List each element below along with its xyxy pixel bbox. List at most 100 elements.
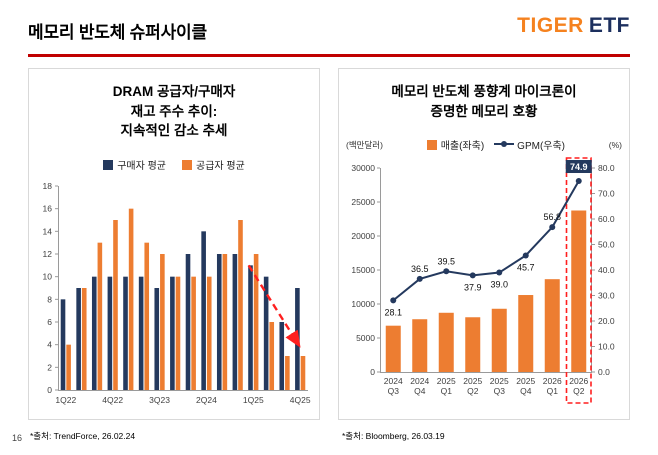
chart-text: Q3	[388, 386, 400, 396]
buyer-bar	[154, 287, 160, 390]
decline-arrow-icon	[247, 264, 301, 348]
supplier-bar	[66, 344, 71, 390]
buyer-bar	[201, 231, 206, 390]
supplier-bar	[206, 276, 212, 390]
buyer-bar	[123, 276, 128, 390]
chart-text: 18	[43, 181, 53, 191]
dram-panel-title: DRAM 공급자/구매자 재고 주수 추이: 지속적인 감소 추세	[113, 82, 236, 141]
legend-item-revenue: 매출(좌축)	[426, 137, 485, 153]
chart-text: 80.0	[598, 163, 615, 173]
chart-text: Q4	[520, 386, 532, 396]
legend-item-gpm: GPM(우축)	[494, 137, 565, 152]
chart-text: Q1	[547, 386, 559, 396]
chart-text: Q1	[441, 386, 453, 396]
page-number: 16	[12, 433, 23, 443]
chart-text: Q4	[414, 386, 426, 396]
source-bloomberg: *출처: Bloomberg, 26.03.19	[342, 431, 445, 441]
micron-panel: 메모리 반도체 풍향계 마이크론이 증명한 메모리 호황 (백만달러) 매출(좌…	[338, 68, 630, 420]
chart-text: Q3	[494, 386, 506, 396]
chart-text: 1Q25	[243, 395, 264, 405]
revenue-swatch-icon	[426, 140, 437, 151]
chart-text: 2025	[516, 376, 535, 386]
chart-text: 2026	[569, 376, 588, 386]
supplier-bar	[269, 321, 275, 390]
right-axis-unit-label: (%)	[608, 139, 622, 150]
buyer-bar	[216, 253, 222, 390]
chart-text: 10.0	[598, 342, 615, 352]
revenue-bar	[385, 325, 401, 373]
buyer-bar	[138, 276, 144, 390]
supplier-bar	[144, 242, 150, 390]
chart-text: 60.0	[598, 214, 615, 224]
chart-text: 50.0	[598, 240, 615, 250]
buyer-bar	[76, 287, 81, 390]
micron-legend: 매출(좌축) GPM(우축)	[426, 137, 565, 153]
buyer-bar	[248, 265, 253, 390]
gpm-point	[496, 269, 503, 276]
supplier-bar	[238, 219, 243, 390]
title-underline	[28, 54, 630, 57]
dram-chart-svg: 0 2 4 6 8 10 12 14 16 18 1Q22 4Q22 3Q23 2Q24 1Q25 4Q25	[43, 181, 311, 405]
gpm-label: 39.0	[490, 280, 508, 290]
revenue-bar	[518, 295, 534, 373]
tiger-etf-logo: TIGER ETF	[517, 14, 630, 38]
revenue-bar	[412, 319, 428, 373]
supplier-bar	[285, 355, 290, 390]
page-title: 메모리 반도체 슈퍼사이클	[28, 23, 207, 42]
chart-text: 10000	[351, 299, 375, 309]
chart-text: 70.0	[598, 189, 615, 199]
chart-text: 8	[47, 294, 52, 304]
chart-text: 14	[43, 226, 53, 236]
source-trendforce: *출처: TrendForce, 26.02.24	[30, 431, 136, 441]
micron-panel-title: 메모리 반도체 풍향계 마이크론이 증명한 메모리 호황	[391, 82, 576, 121]
buyer-bar	[263, 276, 269, 390]
chart-text: 30.0	[598, 291, 615, 301]
buyer-bar	[170, 276, 175, 390]
supplier-bar	[128, 208, 134, 390]
gpm-label: 45.7	[517, 263, 535, 273]
chart-text: 2025	[490, 376, 509, 386]
chart-text: 20000	[351, 231, 375, 241]
gpm-point	[522, 252, 529, 259]
gpm-point	[443, 268, 450, 275]
gpm-label: 56.8	[543, 212, 561, 222]
supplier-bar	[160, 253, 165, 390]
logo-tiger-text: TIGER	[517, 14, 584, 37]
legend-revenue-label: 매출(좌축)	[440, 141, 485, 153]
revenue-bar	[491, 308, 507, 373]
buyer-bar	[185, 253, 191, 390]
chart-text: 3Q23	[149, 395, 170, 405]
gpm-point	[469, 272, 476, 279]
supplier-bar	[300, 355, 306, 390]
chart-text: 6	[47, 317, 52, 327]
chart-text: 4Q25	[290, 395, 311, 405]
chart-text: 2026	[543, 376, 562, 386]
dram-chart: 0 2 4 6 8 10 12 14 16 18 1Q22 4Q22 3Q23 2Q24 1Q25 4Q25	[32, 176, 316, 416]
gpm-point	[416, 276, 423, 283]
gpm-label: 36.5	[411, 264, 429, 274]
gpm-label: 74.9	[570, 162, 588, 172]
gpm-point	[390, 297, 397, 304]
gpm-label: 37.9	[464, 282, 482, 292]
supplier-bar	[222, 253, 228, 390]
gpm-point	[575, 178, 582, 185]
micron-chart: 0 5000 10000 15000 20000 25000 30000 0.0 10.0 20.…	[342, 156, 626, 406]
chart-text: 1Q22	[55, 395, 76, 405]
logo-etf-text: ETF	[588, 14, 630, 37]
chart-text: 2025	[437, 376, 456, 386]
legend-buyer-label: 구매자 평균	[117, 160, 166, 172]
chart-text: 16	[43, 203, 53, 213]
chart-text: 10	[43, 271, 53, 281]
chart-text: 0	[370, 367, 375, 377]
chart-text: 25000	[351, 197, 375, 207]
gpm-line	[392, 180, 580, 302]
supplier-bar	[113, 219, 118, 390]
revenue-bar	[438, 312, 454, 373]
supplier-bar	[191, 276, 196, 390]
supplier-bar	[81, 287, 87, 390]
chart-text: 12	[43, 249, 53, 259]
dram-title-line-3: 지속적인 감소 추세	[120, 123, 228, 139]
chart-text: Q2	[467, 386, 479, 396]
buyer-bar	[60, 299, 66, 390]
